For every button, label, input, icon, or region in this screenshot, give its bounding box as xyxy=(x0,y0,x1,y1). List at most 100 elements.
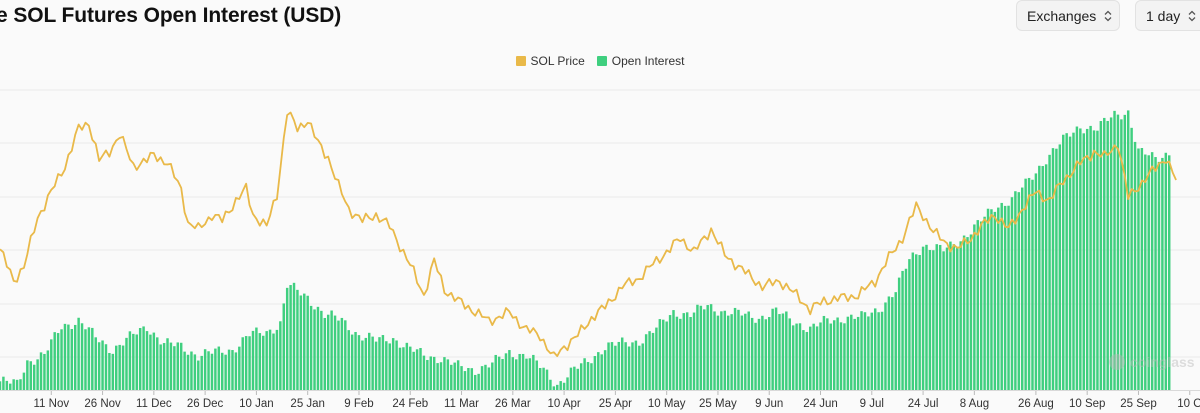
open-interest-bar xyxy=(104,344,108,390)
watermark: coinglass xyxy=(1109,354,1195,370)
x-tick-label: 11 Dec xyxy=(136,398,172,410)
open-interest-bar xyxy=(1048,154,1051,390)
open-interest-bar xyxy=(299,295,303,390)
open-interest-bar xyxy=(720,311,723,390)
x-tick-label: 11 Nov xyxy=(34,398,70,410)
open-interest-bar xyxy=(880,311,884,390)
open-interest-bar xyxy=(84,329,87,390)
open-interest-bar xyxy=(918,255,921,390)
open-interest-bar xyxy=(1062,134,1065,390)
x-tick-label: 26 Dec xyxy=(187,398,224,410)
open-interest-bar xyxy=(118,344,121,390)
open-interest-bar xyxy=(870,312,874,390)
interval-select-label: 1 day xyxy=(1146,7,1181,24)
legend-label-sol-price: SOL Price xyxy=(530,54,585,68)
open-interest-bar xyxy=(538,368,542,390)
open-interest-bar xyxy=(2,376,5,390)
open-interest-bar xyxy=(979,221,983,390)
open-interest-bar xyxy=(303,293,306,390)
open-interest-bar xyxy=(501,358,504,390)
open-interest-bar xyxy=(480,366,484,390)
open-interest-bar xyxy=(142,326,145,390)
open-interest-bar xyxy=(381,335,385,390)
open-interest-bar xyxy=(655,327,658,390)
open-interest-bar xyxy=(415,349,419,390)
open-interest-bar xyxy=(928,250,932,390)
open-interest-bar xyxy=(644,334,648,390)
open-interest-bar xyxy=(1150,152,1154,390)
open-interest-bar xyxy=(115,345,118,390)
open-interest-bar xyxy=(709,304,713,390)
open-interest-bar xyxy=(682,313,685,390)
open-interest-bar xyxy=(754,322,757,390)
open-interest-bar xyxy=(1120,119,1123,390)
open-interest-bar xyxy=(983,216,986,390)
legend-item-sol-price[interactable]: SOL Price xyxy=(515,54,585,68)
open-interest-bar xyxy=(911,252,915,390)
x-tick-label: 8 Aug xyxy=(960,398,989,410)
open-interest-bar xyxy=(545,369,549,390)
open-interest-bar xyxy=(1068,136,1072,390)
open-interest-bar xyxy=(241,337,244,390)
legend-item-open-interest[interactable]: Open Interest xyxy=(596,54,684,68)
open-interest-bar xyxy=(292,282,296,390)
open-interest-bar xyxy=(511,357,515,390)
open-interest-bar xyxy=(706,305,709,390)
open-interest-bar xyxy=(207,351,210,390)
open-interest-bar xyxy=(422,355,426,390)
open-interest-bar xyxy=(556,384,559,390)
open-interest-bar xyxy=(877,312,880,390)
open-interest-bar xyxy=(822,315,826,390)
open-interest-bar xyxy=(938,244,942,390)
open-interest-bar xyxy=(610,342,614,390)
open-interest-bar xyxy=(1079,128,1082,390)
exchanges-select[interactable]: Exchanges xyxy=(1016,0,1120,31)
open-interest-bar xyxy=(94,337,97,390)
open-interest-bar xyxy=(347,330,350,390)
sol-price-line-group xyxy=(0,111,1177,357)
x-tick-label: 10 May xyxy=(648,398,686,410)
open-interest-bar xyxy=(1092,130,1096,390)
open-interest-bar xyxy=(32,364,36,390)
open-interest-bar xyxy=(1154,157,1157,390)
open-interest-bar xyxy=(518,353,521,390)
open-interest-bar xyxy=(484,364,487,390)
open-interest-bar xyxy=(169,342,173,390)
x-tick-label: 26 Aug xyxy=(1018,398,1054,410)
open-interest-bar xyxy=(405,342,409,390)
open-interest-bar xyxy=(819,322,822,390)
open-interest-bar xyxy=(53,332,56,390)
open-interest-bar xyxy=(491,362,494,390)
open-interest-bar xyxy=(26,360,29,390)
open-interest-bar xyxy=(159,344,162,390)
open-interest-bar xyxy=(337,320,340,390)
open-interest-bar xyxy=(333,315,337,390)
open-interest-bar xyxy=(224,354,227,390)
open-interest-bar xyxy=(450,364,453,390)
updown-chevron-icon xyxy=(1188,10,1196,22)
open-interest-bar xyxy=(326,314,330,390)
open-interest-bar xyxy=(952,244,956,390)
open-interest-bar xyxy=(1065,133,1068,390)
open-interest-bar xyxy=(179,342,183,390)
open-interest-bar xyxy=(371,336,374,390)
open-interest-bar xyxy=(15,379,19,390)
open-interest-bar xyxy=(586,362,590,390)
open-interest-bar xyxy=(726,315,730,390)
open-interest-bars xyxy=(0,110,1171,391)
open-interest-bar xyxy=(873,308,877,390)
open-interest-bar xyxy=(166,338,169,390)
interval-select[interactable]: 1 day xyxy=(1135,0,1200,31)
open-interest-bar xyxy=(856,316,860,390)
open-interest-bar xyxy=(1003,205,1007,390)
open-interest-bar xyxy=(515,359,518,390)
x-tick-label: 11 Mar xyxy=(444,398,479,410)
open-interest-bar xyxy=(1051,148,1055,390)
open-interest-bar xyxy=(125,337,128,390)
open-interest-bar xyxy=(176,342,180,390)
open-interest-bar xyxy=(1044,164,1048,390)
open-interest-bar xyxy=(357,335,361,390)
open-interest-bar xyxy=(891,297,894,390)
open-interest-bar xyxy=(750,317,754,390)
x-tick-label: 26 Nov xyxy=(84,398,121,410)
